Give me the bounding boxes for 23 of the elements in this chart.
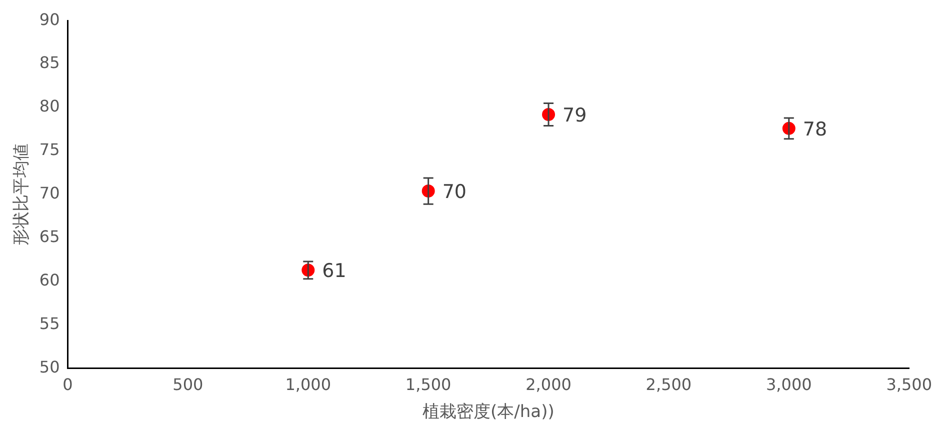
y-axis-title: 形状比平均値 bbox=[12, 144, 32, 246]
x-tick-label: 1,500 bbox=[405, 375, 452, 394]
y-tick-label: 85 bbox=[39, 53, 60, 72]
x-tick-label: 500 bbox=[172, 375, 204, 394]
y-tick-label: 65 bbox=[39, 227, 60, 246]
data-label: 78 bbox=[802, 118, 828, 140]
y-tick-label: 80 bbox=[39, 96, 60, 116]
x-tick-label: 0 bbox=[62, 375, 73, 394]
x-tick-label: 1,000 bbox=[285, 375, 332, 394]
data-label: 61 bbox=[322, 260, 346, 282]
data-label: 70 bbox=[442, 180, 467, 203]
y-tick-label: 75 bbox=[39, 140, 60, 160]
data-label: 79 bbox=[562, 104, 587, 126]
x-tick-label: 3,500 bbox=[886, 375, 932, 394]
y-tick-label: 60 bbox=[39, 270, 60, 290]
y-tick-label: 50 bbox=[39, 358, 60, 377]
y-tick-label: 70 bbox=[39, 184, 60, 203]
x-tick-label: 2,500 bbox=[646, 375, 692, 394]
x-tick-label: 2,000 bbox=[526, 375, 572, 394]
y-tick-label: 90 bbox=[39, 10, 60, 29]
y-tick-label: 55 bbox=[39, 314, 60, 334]
x-axis-title: 植栽密度(本/ha)) bbox=[422, 402, 554, 422]
x-tick-label: 3,000 bbox=[766, 375, 812, 394]
